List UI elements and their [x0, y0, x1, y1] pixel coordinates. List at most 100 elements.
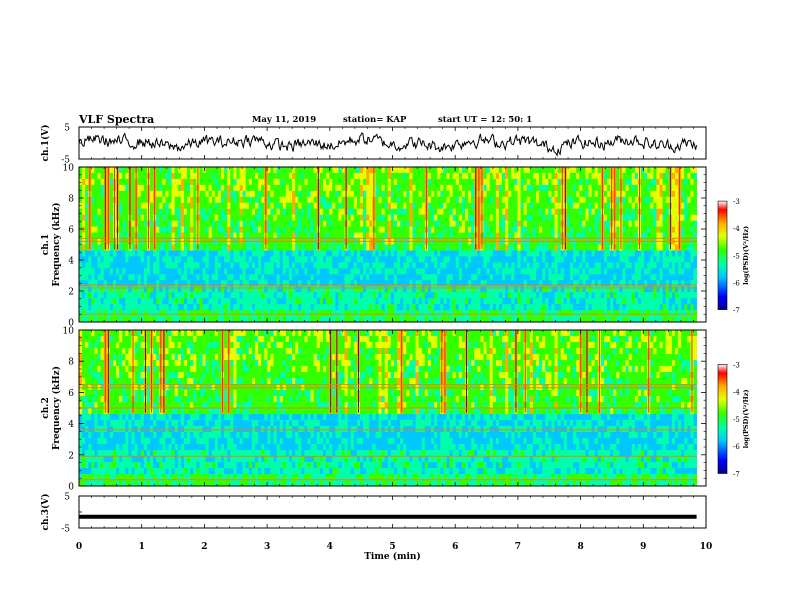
ch1-spectrogram-cell: [267, 244, 271, 251]
ch1-spectrogram-cell: [171, 250, 176, 257]
ch1-spectrogram-cell: [261, 226, 265, 233]
ch1-spectrogram-cell: [483, 244, 488, 251]
ch1-spectrogram-cell: [366, 304, 370, 311]
ch1-spectrogram-cell: [143, 167, 148, 174]
ch1-spectrogram-cell: [298, 178, 302, 186]
ch1-spectrogram-cell: [415, 220, 420, 228]
ch1-spectrogram-cell: [597, 232, 602, 239]
ch1-spectrogram-cell: [236, 304, 240, 311]
ch1-spectrogram-cell: [628, 304, 633, 311]
ch1-spectrogram-cell: [180, 280, 185, 287]
ch1-spectrogram-cell: [471, 226, 475, 233]
ch1-spectrogram-cell: [251, 316, 256, 323]
ch1-spectrogram-cell: [156, 268, 160, 275]
ch1-spectrogram-cell: [381, 316, 386, 323]
ch1-spectrogram-cell: [468, 316, 472, 323]
ch1-spectrogram-cell: [458, 310, 463, 317]
ch1-spectrogram-cell: [406, 190, 410, 198]
ch1-spectrogram-cell: [634, 196, 639, 204]
ch1-spectrogram-cell: [369, 190, 373, 198]
ch1-spectrogram-cell: [653, 280, 657, 287]
ch1-spectrogram-cell: [539, 298, 543, 305]
ch1-spectrogram-cell: [276, 310, 281, 317]
ch1-spectrogram-cell: [569, 172, 574, 180]
ch1-spectrogram-cell: [650, 167, 654, 174]
ch1-spectrogram-cell: [437, 172, 441, 180]
ch1-spectrogram-cell: [616, 232, 620, 239]
ch1-spectrogram-cell: [326, 310, 330, 317]
ch1-spectrogram-cell: [452, 214, 457, 222]
ch1-spectrogram-cell: [162, 220, 166, 228]
ch1-spectrogram-cell: [603, 208, 608, 216]
ch1-spectrogram-cell: [458, 220, 463, 228]
ch1-spectrogram-cell: [591, 220, 596, 228]
ch1-spectrogram-cell: [505, 286, 509, 293]
ch1-spectrogram-cell: [307, 167, 311, 174]
ch1-spectrogram-cell: [662, 262, 667, 269]
ch1-spectrogram-cell: [582, 304, 586, 311]
ch1-spectrogram-cell: [94, 280, 98, 287]
ch1-spectrogram-cell: [622, 316, 626, 323]
ch1-spectrogram-cell: [199, 196, 203, 204]
ch1-spectrogram-cell: [591, 178, 596, 186]
ch1-spectrogram-cell: [165, 304, 169, 311]
ch1-spectrogram-cell: [406, 167, 410, 174]
ch1-spectrogram-cell: [112, 268, 117, 275]
ch1-spectrogram-cell: [412, 178, 416, 186]
ch1-spectrogram-cell: [597, 316, 602, 323]
ch1-spectrogram-cell: [202, 274, 207, 281]
ch1-spectrogram-cell: [224, 172, 228, 180]
ch1-spectrogram-cell: [520, 304, 525, 311]
ch1-spectrogram-cell: [319, 316, 324, 323]
ch1-spectrogram-cell: [230, 310, 234, 317]
ch1-spectrogram-cell: [569, 268, 574, 275]
ch1-spectrogram-cell: [285, 298, 290, 305]
ch1-spectrogram-cell: [452, 202, 457, 210]
ch1-spectrogram-cell: [498, 298, 503, 305]
ch1-spectrogram-cell: [489, 298, 494, 305]
ch1-spectrogram-cell: [350, 268, 355, 275]
ch1-spectrogram-cell: [356, 196, 361, 204]
ch1-spectrogram-cell: [205, 256, 210, 263]
ch1-spectrogram-cell: [597, 178, 602, 186]
ch1-spectrogram-cell: [495, 184, 500, 192]
ch1-spectrogram-cell: [573, 208, 577, 216]
ch1-spectrogram-cell: [279, 226, 284, 233]
ch1-spectrogram-cell: [338, 172, 342, 180]
ch1-spectrogram-cell: [600, 250, 605, 257]
ch1-spectrogram-cell: [378, 262, 383, 269]
ch1-spectrogram-cell: [156, 220, 160, 228]
ch1-spectrogram-cell: [156, 226, 160, 233]
ch1-spectrogram-cell: [214, 220, 219, 228]
ch1-spectrogram-cell: [227, 220, 231, 228]
ch1-spectrogram-cell: [255, 190, 259, 198]
ch1-spectrogram-cell: [301, 316, 305, 323]
ch1-spectrogram-cell: [634, 316, 639, 323]
ch1-spectrogram-cell: [301, 202, 305, 210]
ch1-spectrogram-cell: [560, 256, 565, 263]
ch1-spectrogram-cell: [588, 220, 593, 228]
ch1-spectrogram-cell: [205, 262, 210, 269]
ch1-spectrogram-cell: [387, 208, 392, 216]
ch1-spectrogram-cell: [360, 304, 364, 311]
ch1-spectrogram-cell: [569, 190, 574, 198]
ch1-spectrogram-cell: [91, 316, 95, 323]
ch1-spectrogram-cell: [341, 184, 345, 192]
ch1-spectrogram-cell: [449, 292, 454, 299]
ch1-spectrogram-cell: [338, 268, 342, 275]
ch1-spectrogram-cell: [542, 316, 546, 323]
ch1-spectrogram-cell: [529, 316, 534, 323]
ch1-spectrogram-cell: [387, 184, 392, 192]
ch1-spectrogram-cell: [288, 256, 293, 263]
ch1-spectrogram-cell: [356, 256, 361, 263]
ch1-spectrogram-cell: [597, 292, 602, 299]
ch1-spectrogram-cell: [190, 298, 194, 305]
ch1-spectrogram-cell: [461, 190, 466, 198]
ch1-spectrogram-cell: [307, 310, 311, 317]
ch1-spectrogram-cell: [662, 178, 667, 186]
ch1-spectrogram-cell: [446, 184, 450, 192]
ch1-spectrogram-cell: [492, 268, 497, 275]
ch1-spectrogram-cell: [585, 208, 589, 216]
ch1-spectrogram-cell: [495, 298, 500, 305]
ch1-spectrogram-cell: [412, 232, 416, 239]
